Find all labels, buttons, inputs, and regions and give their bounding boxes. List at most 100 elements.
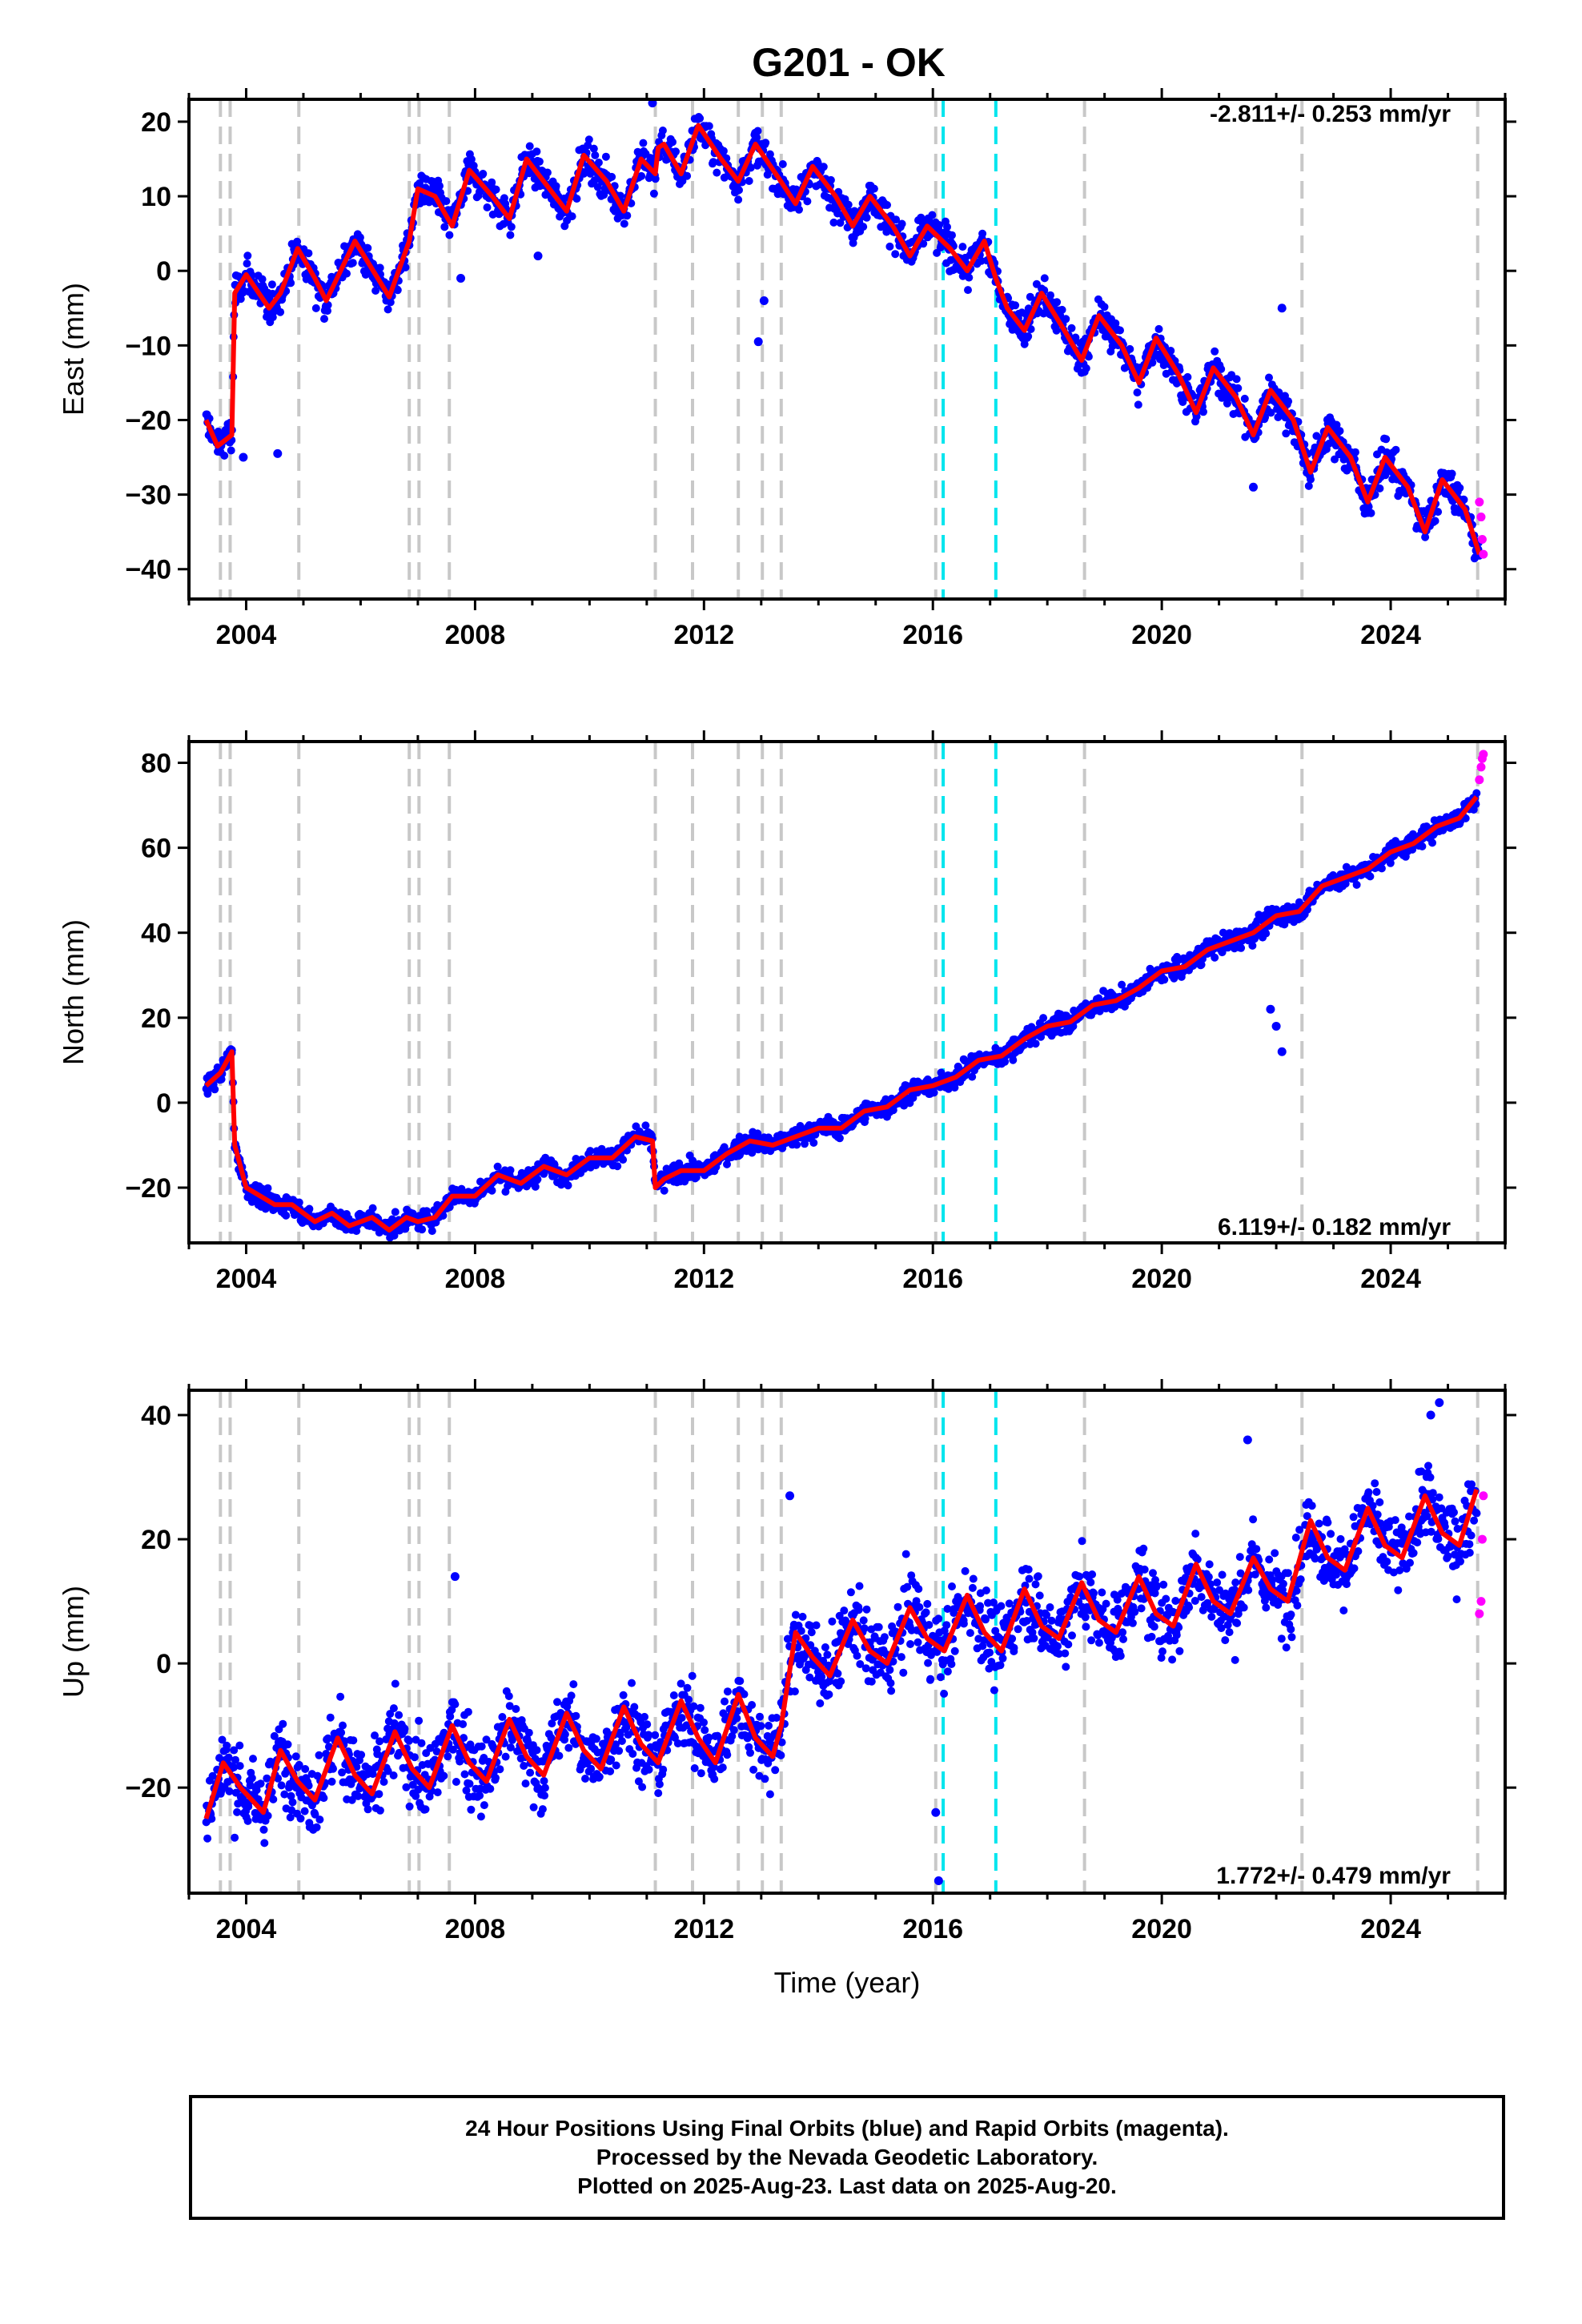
up-data-point bbox=[791, 1610, 800, 1619]
up-data-point bbox=[677, 1714, 686, 1723]
up-data-point bbox=[277, 1781, 286, 1790]
north-data-point bbox=[282, 1211, 291, 1220]
east-rapid-point bbox=[1477, 534, 1487, 544]
up-data-point bbox=[765, 1721, 773, 1730]
north-data-point bbox=[1001, 1057, 1010, 1066]
up-data-point bbox=[733, 1714, 741, 1723]
north-data-point bbox=[428, 1227, 436, 1236]
east-data-point bbox=[552, 182, 560, 191]
east-outlier-point bbox=[239, 452, 248, 462]
up-data-point bbox=[486, 1784, 495, 1793]
east-data-point bbox=[506, 231, 515, 239]
east-data-point bbox=[363, 243, 372, 252]
east-data-point bbox=[386, 298, 395, 307]
up-data-point bbox=[697, 1769, 705, 1778]
east-data-point bbox=[919, 239, 928, 248]
east-data-point bbox=[1240, 394, 1249, 403]
east-data-point bbox=[323, 307, 331, 316]
east-outlier-point bbox=[1248, 482, 1258, 492]
up-data-point bbox=[417, 1739, 426, 1747]
east-data-point bbox=[1166, 347, 1175, 355]
east-data-point bbox=[543, 168, 552, 177]
east-outlier-point bbox=[759, 296, 769, 305]
east-outlier-point bbox=[456, 274, 466, 283]
east-data-point bbox=[1100, 303, 1109, 312]
east-model-fit bbox=[203, 123, 1482, 556]
east-data-point bbox=[669, 138, 677, 147]
up-data-point bbox=[828, 1617, 837, 1626]
east-data-point bbox=[507, 223, 516, 231]
north-data-point bbox=[305, 1204, 314, 1213]
up-data-point bbox=[773, 1714, 781, 1722]
up-data-point bbox=[501, 1752, 510, 1761]
up-data-point bbox=[283, 1740, 292, 1749]
east-data-point bbox=[803, 197, 812, 206]
east-data-point bbox=[258, 275, 267, 283]
north-model-fit bbox=[204, 795, 1479, 1233]
east-data-point bbox=[1351, 448, 1359, 456]
up-data-point bbox=[749, 1765, 758, 1774]
up-data-point bbox=[319, 1794, 328, 1803]
up-data-point bbox=[357, 1751, 366, 1759]
up-data-point bbox=[524, 1728, 533, 1737]
east-data-point bbox=[765, 150, 774, 159]
east-data-point bbox=[243, 251, 252, 260]
east-data-point bbox=[746, 163, 755, 172]
east-data-point bbox=[1067, 324, 1076, 332]
north-rapid-point bbox=[1475, 775, 1484, 785]
up-data-point bbox=[696, 1703, 705, 1712]
up-data-point bbox=[329, 1764, 337, 1773]
north-data-point bbox=[1472, 789, 1481, 798]
east-data-point bbox=[658, 127, 667, 135]
up-data-point bbox=[723, 1687, 732, 1696]
east-model-fit-line bbox=[203, 123, 1482, 556]
up-data-point bbox=[223, 1741, 231, 1750]
up-data-point bbox=[655, 1780, 664, 1788]
east-data-point bbox=[1024, 332, 1033, 340]
up-data-point bbox=[736, 1677, 745, 1686]
east-data-point bbox=[713, 168, 721, 177]
east-data-point bbox=[267, 280, 276, 289]
north-data-point bbox=[1262, 929, 1271, 938]
up-data-point bbox=[460, 1770, 469, 1779]
north-x-tick-label: 2012 bbox=[673, 1264, 734, 1294]
up-data-point bbox=[690, 1764, 699, 1772]
east-data-point bbox=[1082, 364, 1090, 372]
north-y-label: North (mm) bbox=[57, 919, 90, 1065]
up-data-point bbox=[203, 1834, 212, 1843]
up-data-point bbox=[700, 1718, 708, 1727]
up-data-point bbox=[480, 1801, 488, 1810]
east-outlier-point bbox=[273, 448, 283, 458]
east-data-point bbox=[467, 155, 476, 163]
east-data-point bbox=[393, 286, 402, 295]
north-x-tick-label: 2008 bbox=[445, 1264, 506, 1294]
up-data-point bbox=[689, 1702, 698, 1711]
up-data-point bbox=[288, 1798, 297, 1807]
up-data-point bbox=[233, 1807, 242, 1816]
east-data-point bbox=[1211, 347, 1219, 356]
east-data-point bbox=[436, 182, 444, 191]
east-data-point bbox=[1265, 373, 1273, 382]
up-data-point bbox=[375, 1790, 383, 1799]
up-data-point bbox=[476, 1812, 485, 1821]
up-data-point bbox=[553, 1698, 561, 1707]
east-data-point bbox=[819, 163, 828, 171]
east-data-point bbox=[862, 213, 871, 222]
east-data-point bbox=[572, 195, 581, 203]
east-data-point bbox=[761, 139, 770, 147]
up-data-point bbox=[651, 1731, 660, 1739]
east-outlier-point bbox=[753, 337, 763, 347]
east-x-axis: 2004 2008 2012 2016 2020 2024 bbox=[187, 88, 1507, 650]
east-data-point bbox=[608, 172, 616, 181]
up-data-point bbox=[798, 1612, 807, 1621]
east-data-point bbox=[745, 177, 753, 185]
east-y-tick-label: 0 bbox=[156, 256, 171, 287]
north-rapid-point bbox=[1479, 750, 1488, 759]
up-data-point bbox=[638, 1783, 647, 1791]
up-data-point bbox=[595, 1772, 604, 1781]
east-data-point bbox=[1431, 517, 1439, 525]
east-data-point bbox=[1148, 358, 1157, 367]
up-data-point bbox=[644, 1765, 653, 1774]
